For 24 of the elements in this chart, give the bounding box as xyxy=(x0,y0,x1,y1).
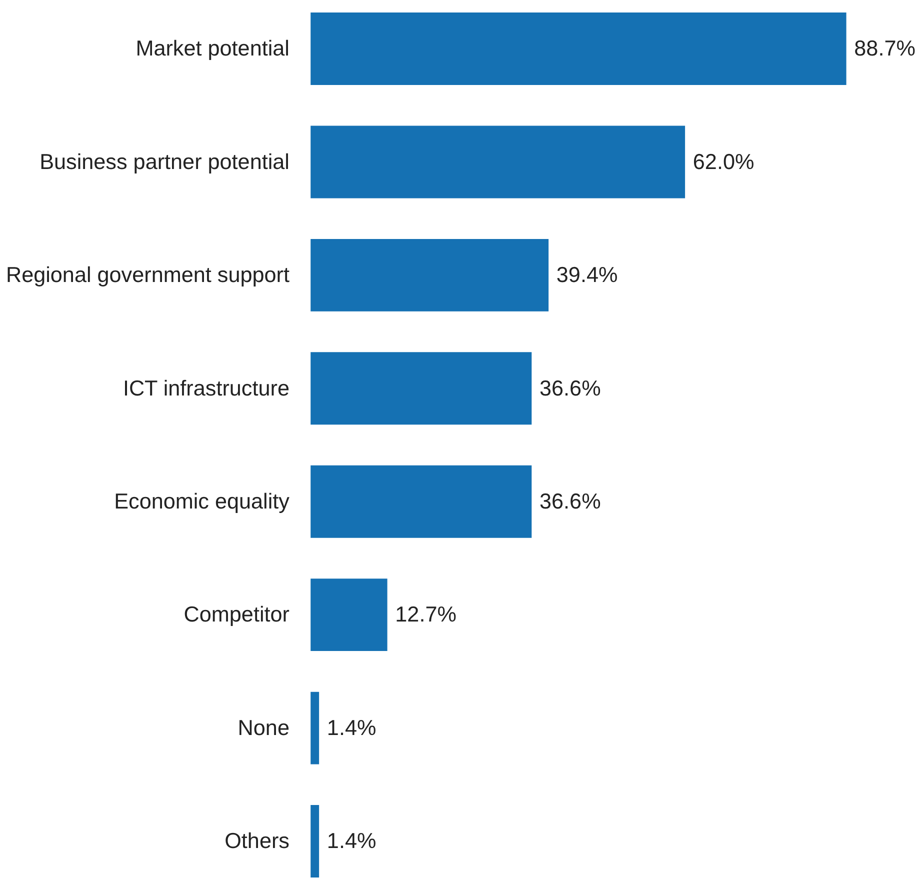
data-label: 36.6% xyxy=(540,488,601,514)
y-tick-label: ICT infrastructure xyxy=(122,375,290,400)
bar xyxy=(310,12,846,85)
y-tick-label: Others xyxy=(224,828,290,854)
y-tick-label: Market potential xyxy=(136,36,290,61)
bar xyxy=(310,805,320,878)
bar xyxy=(310,126,686,198)
data-label: 1.4% xyxy=(326,828,376,854)
y-tick-label: Regional government support xyxy=(6,262,290,288)
y-tick-label: Competitor xyxy=(184,602,290,627)
bar xyxy=(310,578,388,652)
bar xyxy=(310,465,532,538)
y-tick-label: Business partner potential xyxy=(40,148,290,174)
bar xyxy=(310,238,549,312)
data-label: 36.6% xyxy=(540,375,601,400)
data-label: 12.7% xyxy=(395,602,456,627)
bar xyxy=(310,352,532,425)
data-label: 88.7% xyxy=(854,36,916,61)
y-tick-label: Economic equality xyxy=(114,488,290,514)
data-label: 62.0% xyxy=(692,148,754,174)
data-label: 1.4% xyxy=(326,714,376,740)
y-tick-label: None xyxy=(238,714,290,740)
bar xyxy=(310,692,320,764)
data-label: 39.4% xyxy=(556,262,618,288)
